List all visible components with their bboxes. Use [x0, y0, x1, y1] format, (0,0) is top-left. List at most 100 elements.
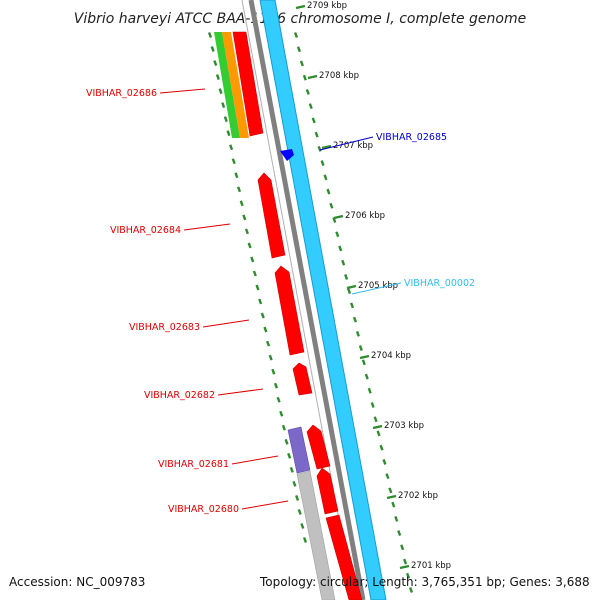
cds-feature-02686: [232, 31, 264, 137]
outer-track-dash: [364, 373, 369, 380]
inner-track-dash: [242, 214, 247, 221]
outer-track-dash: [329, 202, 334, 209]
outer-track-dash: [308, 103, 313, 110]
outer-track-dash: [302, 74, 307, 81]
cds-feature-02684: [257, 172, 286, 259]
gene-label-leader: [319, 136, 374, 151]
tick-label: 2707 kbp: [333, 141, 373, 151]
genome-summary-text: Topology: circular; Length: 3,765,351 bp…: [259, 575, 590, 589]
major-tick: [386, 494, 397, 500]
outer-track-dash: [305, 89, 310, 95]
inner-track-dash: [300, 523, 305, 529]
outer-track-dash: [408, 587, 414, 593]
inner-track-dash: [302, 537, 308, 543]
gene-label: VIBHAR_02685: [376, 132, 447, 143]
inner-track-dash: [271, 368, 276, 375]
gene-label: VIBHAR_02681: [158, 459, 229, 470]
major-tick: [321, 144, 332, 150]
outer-track-dash: [373, 416, 378, 423]
backbone-line: [248, 0, 366, 600]
inner-track-dash: [289, 466, 294, 473]
outer-track-dash: [361, 359, 366, 366]
cds-feature-02680: [316, 467, 339, 515]
accession-text: Accession: NC_009783: [9, 575, 145, 589]
inner-track-dash: [252, 270, 257, 277]
outer-track-dash: [335, 231, 340, 238]
inner-track-dash: [273, 382, 279, 389]
outer-track-dash: [344, 274, 349, 280]
inner-track-dash: [210, 46, 215, 52]
outer-track-dash: [355, 330, 360, 337]
inner-track-dash: [234, 172, 239, 179]
inner-track-dash: [221, 102, 226, 109]
outer-track-dash: [326, 188, 331, 195]
inner-track-dash: [281, 424, 286, 431]
gene-label-leader: [202, 319, 250, 328]
inner-track-dash: [239, 200, 244, 207]
tick-labels: 2709 kbp 2708 kbp 2707 kbp 2706 kbp 2705 kbp…: [307, 1, 451, 571]
purple-feature: [287, 426, 311, 474]
outer-track-dash: [296, 46, 301, 53]
tick-label: 2704 kbp: [371, 351, 411, 361]
inner-track-dash: [244, 228, 249, 235]
inner-track-dash: [236, 186, 242, 193]
inner-track-dash: [276, 396, 281, 403]
inner-track-dash: [295, 495, 300, 501]
outer-track-dash: [332, 217, 337, 223]
outer-track-dash: [370, 402, 375, 408]
inner-track-dash: [255, 284, 260, 291]
outer-track-dash: [394, 515, 399, 522]
tick-label: 2706 kbp: [345, 211, 385, 221]
major-tick: [346, 284, 357, 290]
inner-track-dash: [292, 480, 297, 487]
cds-feature-02683: [274, 265, 305, 356]
gene-label: VIBHAR_02683: [129, 322, 200, 333]
outer-track-dash: [299, 60, 304, 67]
gene-label-leader: [159, 88, 206, 94]
gene-label: VIBHAR_02680: [168, 504, 239, 515]
outer-track-dash: [320, 160, 325, 166]
inner-track-dash: [297, 509, 302, 515]
major-tick: [399, 564, 410, 570]
outer-track-dash: [311, 117, 316, 124]
gene-label: VIBHAR_00002: [404, 278, 475, 289]
gene-label: VIBHAR_02682: [144, 390, 215, 401]
inner-track-dash: [266, 340, 271, 347]
inner-track-dash: [250, 256, 255, 263]
gene-label-leader: [183, 223, 231, 231]
tick-label: 2703 kbp: [384, 421, 424, 431]
inner-track-dash: [215, 74, 220, 80]
gene-label-leader: [231, 455, 279, 465]
tick-label: 2701 kbp: [411, 561, 451, 571]
outer-track-dash: [397, 530, 402, 536]
outer-track-dash: [400, 544, 405, 551]
cds-feature-02682: [292, 362, 313, 396]
outer-track-dash: [382, 459, 387, 465]
gene-label-leader: [241, 500, 289, 510]
inner-track-dash: [231, 158, 236, 165]
major-tick: [307, 74, 318, 80]
tick-label: 2705 kbp: [358, 281, 398, 291]
inner-track-dash: [284, 438, 289, 445]
tick-label: 2709 kbp: [307, 1, 347, 11]
cds-feature-extra: [325, 514, 363, 600]
outer-track-dash: [323, 174, 328, 181]
tick-label: 2708 kbp: [319, 71, 359, 81]
gene-labels: VIBHAR_02686 VIBHAR_02685 VIBHAR_02684 VIBH…: [86, 88, 475, 515]
outer-track-dash: [347, 288, 352, 295]
inner-track-dash: [247, 242, 252, 249]
inner-track-dash: [223, 116, 228, 123]
outer-track-dash: [391, 501, 396, 508]
outer-track-dash: [358, 345, 363, 351]
major-tick: [372, 424, 383, 430]
cds-feature-02681: [306, 424, 331, 470]
outer-track-dash: [367, 387, 372, 394]
inner-track-dash: [213, 60, 218, 66]
inner-track-dash: [207, 32, 213, 38]
inner-track-dash: [279, 410, 284, 417]
tick-marks: [207, 4, 414, 593]
gene-label-leader: [351, 282, 402, 295]
outer-track-dash: [403, 558, 408, 565]
inner-track-dash: [268, 354, 273, 361]
